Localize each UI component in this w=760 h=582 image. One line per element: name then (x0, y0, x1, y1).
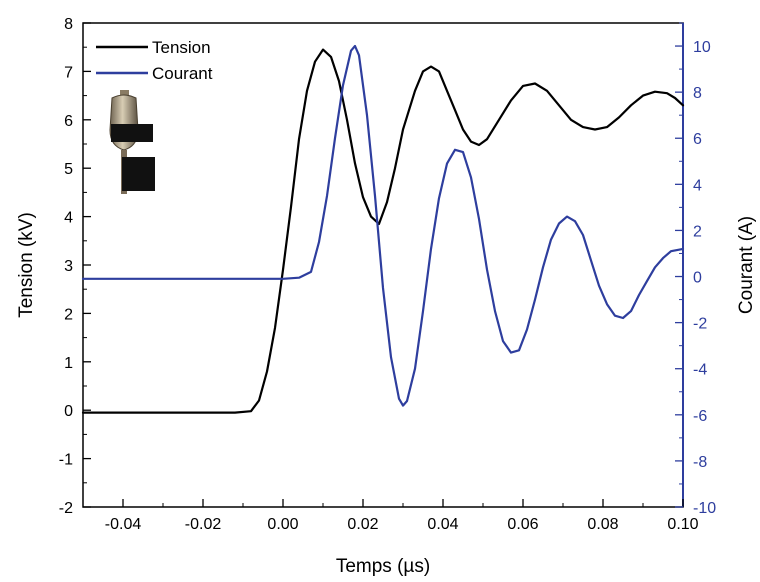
y-right-tick-label: 6 (693, 131, 702, 148)
series-line-tension (81, 48, 685, 414)
x-tick-label: 0.10 (667, 516, 698, 533)
y-right-tick-label: -4 (693, 362, 707, 379)
series-line-courant (81, 44, 685, 407)
y-right-tick-label: -2 (693, 316, 707, 333)
y-right-tick-label: -8 (693, 454, 707, 471)
y-left-tick-label: 2 (64, 306, 73, 323)
legend-label-courant: Courant (152, 64, 213, 83)
y-left-tick-label: 1 (64, 355, 73, 372)
y-right-tick-label: -10 (693, 500, 716, 517)
y-right-tick-label: 0 (693, 270, 702, 287)
legend-label-tension: Tension (152, 38, 211, 57)
x-tick-label: -0.02 (185, 516, 222, 533)
y-left-tick-label: 5 (64, 161, 73, 178)
x-tick-label: 0.02 (347, 516, 378, 533)
y-left-tick-label: 0 (64, 403, 73, 420)
y-right-tick-label: 8 (693, 85, 702, 102)
y-right-axis-ticks: -10 -8 -6 -4 -2 0 2 4 6 8 10 (675, 22, 716, 517)
y-left-tick-label: 7 (64, 64, 73, 81)
y-right-axis-title: Courant (A) (736, 216, 757, 314)
x-tick-label: 0.04 (427, 516, 458, 533)
y-right-tick-label: 10 (693, 39, 711, 56)
x-tick-label: -0.04 (105, 516, 142, 533)
y-left-axis-ticks: -2 -1 0 1 2 3 4 5 6 7 8 (59, 16, 91, 517)
legend: Tension Courant (96, 38, 213, 83)
y-left-tick-label: 8 (64, 16, 73, 33)
x-tick-label: 0.00 (267, 516, 298, 533)
device-photo-icon (109, 90, 155, 194)
x-tick-label: 0.08 (587, 516, 618, 533)
y-left-tick-label: 3 (64, 258, 73, 275)
y-right-tick-label: 2 (693, 223, 702, 240)
y-left-tick-label: -2 (59, 500, 73, 517)
y-left-tick-label: -1 (59, 452, 73, 469)
x-tick-label: 0.06 (507, 516, 538, 533)
y-left-tick-label: 4 (64, 210, 73, 227)
x-axis-title: Temps (µs) (336, 556, 430, 577)
x-axis-ticks: -0.04 -0.02 0.00 0.02 0.04 0.06 0.08 0.10 (82, 499, 699, 533)
y-right-tick-label: 4 (693, 177, 702, 194)
y-left-tick-label: 6 (64, 113, 73, 130)
series-layer (81, 44, 685, 414)
y-right-tick-label: -6 (693, 408, 707, 425)
y-left-axis-title: Tension (kV) (16, 212, 37, 318)
